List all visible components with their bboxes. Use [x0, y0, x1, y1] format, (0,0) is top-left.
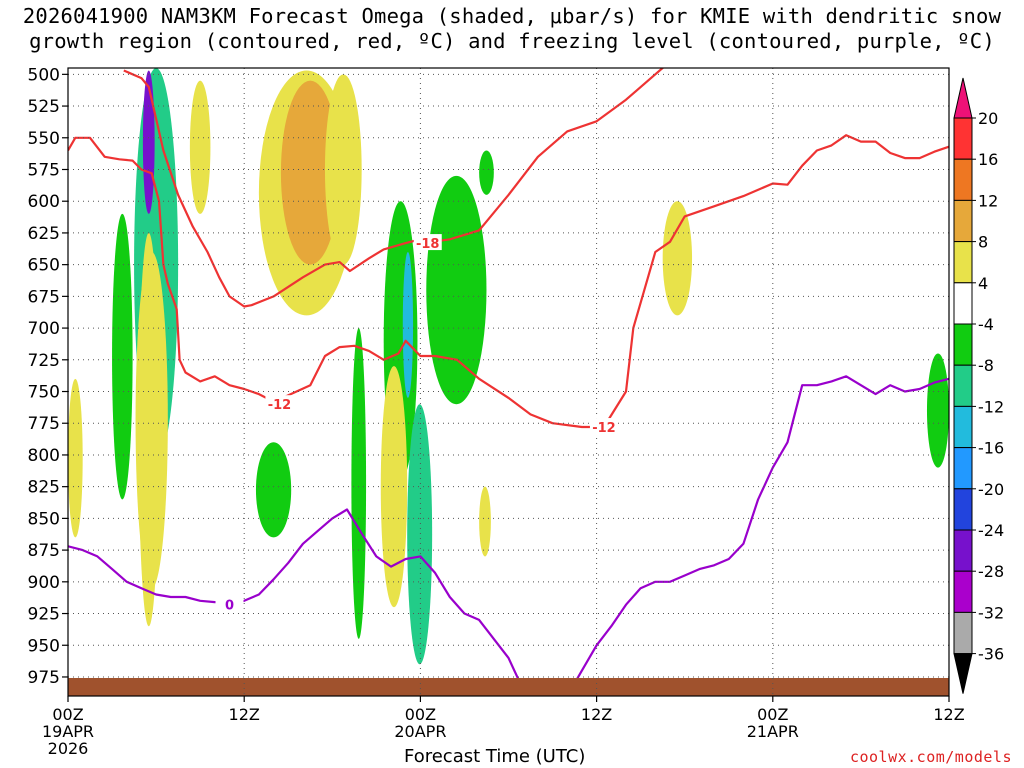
- colorbar-label: 16: [978, 150, 998, 169]
- contour-labels: -18 -12 -12 0: [215, 234, 618, 614]
- dgz-label-minus12-left: -12: [268, 398, 292, 413]
- y-tick-label: 625: [28, 224, 60, 244]
- x-tick-year: 2026: [48, 739, 89, 758]
- colorbar-label: -32: [978, 603, 1004, 622]
- colorbar-label: -28: [978, 562, 1004, 581]
- omega-region-19: [479, 486, 491, 557]
- y-tick-label: 700: [28, 319, 60, 339]
- y-tick-label: 925: [28, 605, 60, 625]
- x-tick-label: 00Z: [405, 705, 436, 724]
- omega-region-14: [351, 328, 367, 639]
- chart-title: 2026041900 NAM3KM Forecast Omega (shaded…: [0, 4, 1024, 54]
- omega-region-18: [479, 150, 494, 195]
- y-tick-label: 825: [28, 478, 60, 498]
- x-tick-date: 19APR: [42, 722, 94, 741]
- colorbar-label: -8: [978, 356, 994, 375]
- y-tick-label: 525: [28, 97, 60, 117]
- y-tick-label: 675: [28, 287, 60, 307]
- dgz-label-minus12-right-bg: [589, 418, 618, 435]
- omega-region-3: [112, 213, 133, 500]
- colorbar: 20 16 12 8 4 -4 -8 -12 -16 -20 -24 -28 -32 -36: [953, 77, 1004, 694]
- colorbar-swatch: [953, 158, 973, 201]
- grid: [67, 68, 950, 696]
- colorbar-swatch: [953, 488, 973, 531]
- credit-text: coolwx.com/models: [849, 748, 1012, 766]
- omega-shading: [68, 68, 949, 665]
- colorbar-swatch: [953, 117, 973, 160]
- x-tick-label: 12Z: [933, 705, 964, 724]
- omega-region-4: [68, 378, 83, 538]
- colorbar-label: -4: [978, 315, 994, 334]
- x-tick-date: 20APR: [394, 722, 446, 741]
- x-tick-label: 12Z: [229, 705, 260, 724]
- omega-region-21: [926, 353, 949, 468]
- y-tick-label: 800: [28, 446, 60, 466]
- colorbar-swatch: [953, 611, 973, 655]
- dgz-contour-2: [68, 134, 949, 429]
- chart-title-line2: growth region (contoured, red, ºC) and f…: [29, 29, 995, 53]
- omega-region-13: [402, 251, 414, 398]
- chart-title-line1: 2026041900 NAM3KM Forecast Omega (shaded…: [22, 4, 1002, 28]
- dgz-label-minus12-right: -12: [592, 421, 616, 436]
- colorbar-swatch: [953, 364, 973, 407]
- colorbar-bottom-arrow: [953, 653, 973, 694]
- colorbar-label: 12: [978, 191, 998, 210]
- y-tick-label: 550: [28, 129, 60, 149]
- y-tick-label: 950: [28, 636, 60, 656]
- x-tick-date: 21APR: [747, 722, 799, 741]
- y-tick-label: 600: [28, 192, 60, 212]
- colorbar-label: -20: [978, 480, 1004, 499]
- terrain-ground: [68, 678, 949, 696]
- colorbar-swatch: [953, 529, 973, 572]
- colorbar-label: -16: [978, 439, 1004, 458]
- x-tick-label: 12Z: [581, 705, 612, 724]
- omega-region-7: [189, 80, 211, 214]
- x-tick-label: 00Z: [757, 705, 788, 724]
- colorbar-swatch: [953, 199, 973, 243]
- y-tick-label: 850: [28, 509, 60, 529]
- colorbar-swatch: [953, 323, 973, 366]
- colorbar-label: 20: [978, 109, 998, 128]
- colorbar-swatch: [953, 570, 973, 613]
- dgz-contour-1: [123, 68, 665, 308]
- omega-region-16: [407, 404, 433, 665]
- y-tick-label: 750: [28, 383, 60, 403]
- omega-region-10: [280, 80, 340, 265]
- y-tick-label: 775: [28, 414, 60, 434]
- colorbar-swatch: [953, 282, 973, 325]
- colorbar-swatch: [953, 241, 973, 284]
- dgz-label-minus18-bg: [413, 234, 442, 251]
- y-tick-label: 500: [28, 65, 60, 85]
- x-tick-label: 00Z: [52, 705, 83, 724]
- y-axis: 500 525 550 575 600 625 650 675 700 725 750 775 800 8…: [28, 65, 68, 688]
- dgz-label-minus12-left-bg: [265, 395, 294, 412]
- omega-region-6: [138, 232, 160, 627]
- freezing-level-contour: [68, 375, 949, 696]
- colorbar-label: -12: [978, 397, 1004, 416]
- colorbar-top-arrow: [953, 77, 973, 119]
- colorbar-swatch: [953, 405, 973, 449]
- freezing-label-0-bg: [215, 595, 244, 612]
- y-tick-label: 975: [28, 668, 60, 688]
- colorbar-swatch: [953, 447, 973, 490]
- x-axis-title: Forecast Time (UTC): [404, 746, 586, 767]
- y-tick-label: 650: [28, 256, 60, 276]
- omega-region-17: [426, 175, 487, 405]
- colorbar-label: 4: [978, 274, 988, 293]
- colorbar-label: -36: [978, 645, 1004, 664]
- colorbar-label: -24: [978, 521, 1004, 540]
- freezing-label-0: 0: [225, 599, 234, 614]
- colorbar-label: 8: [978, 233, 988, 252]
- omega-region-20: [662, 201, 693, 316]
- y-tick-label: 900: [28, 573, 60, 593]
- dgz-label-minus18: -18: [416, 237, 440, 252]
- y-tick-label: 875: [28, 541, 60, 561]
- y-tick-label: 725: [28, 351, 60, 371]
- y-tick-label: 575: [28, 160, 60, 180]
- plot-frame: [67, 67, 950, 697]
- omega-region-2: [142, 70, 155, 214]
- omega-region-8: [255, 442, 292, 538]
